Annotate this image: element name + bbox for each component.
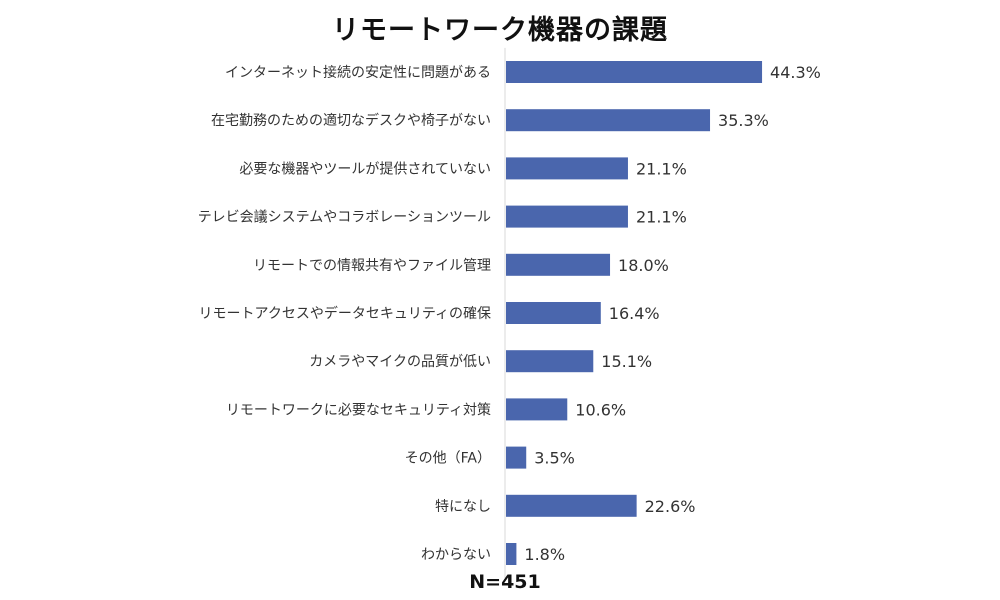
- category-label: リモートワークに必要なセキュリティ対策: [226, 401, 491, 418]
- category-label: リモートアクセスやデータセキュリティの確保: [199, 305, 491, 322]
- value-label: 21.1%: [636, 159, 687, 178]
- bar: [506, 302, 601, 324]
- value-label: 16.4%: [609, 304, 660, 323]
- bar: [506, 494, 637, 517]
- sample-size-label: N=451: [469, 571, 541, 593]
- chart-title: リモートワーク機器の課題: [332, 15, 668, 46]
- value-label: 35.3%: [718, 111, 769, 130]
- bar: [506, 61, 763, 83]
- value-label: 22.6%: [645, 497, 696, 516]
- bar: [506, 253, 611, 276]
- bar: [506, 109, 711, 132]
- bars: [506, 61, 763, 565]
- bar: [506, 205, 628, 228]
- value-label: 1.8%: [524, 545, 565, 564]
- category-label: その他（FA）: [405, 451, 491, 467]
- value-label: 21.1%: [636, 208, 687, 227]
- bar: [506, 157, 628, 180]
- value-label: 15.1%: [601, 352, 652, 371]
- category-label: インターネット接続の安定性に問題がある: [225, 64, 491, 81]
- bar: [506, 543, 517, 565]
- value-label: 44.3%: [770, 63, 821, 82]
- category-label: 特になし: [435, 499, 491, 515]
- category-label: 必要な機器やツールが提供されていない: [239, 161, 491, 177]
- category-label: カメラやマイクの品質が低い: [309, 354, 491, 370]
- value-label: 10.6%: [575, 400, 626, 419]
- category-labels: インターネット接続の安定性に問題がある在宅勤務のための適切なデスクや椅子がない必…: [198, 64, 491, 563]
- category-label: わからない: [421, 547, 491, 563]
- category-label: 在宅勤務のための適切なデスクや椅子がない: [211, 112, 491, 129]
- category-label: リモートでの情報共有やファイル管理: [253, 258, 491, 274]
- value-label: 18.0%: [618, 256, 669, 275]
- value-label: 3.5%: [534, 449, 575, 468]
- value-labels: 44.3% 35.3% 21.1% 21.1% 18.0% 16.4% 15.1% 10.6%…: [524, 63, 820, 564]
- bar: [506, 398, 568, 421]
- category-label: テレビ会議システムやコラボレーションツール: [198, 209, 491, 226]
- bar: [506, 446, 527, 469]
- bar: [506, 350, 594, 373]
